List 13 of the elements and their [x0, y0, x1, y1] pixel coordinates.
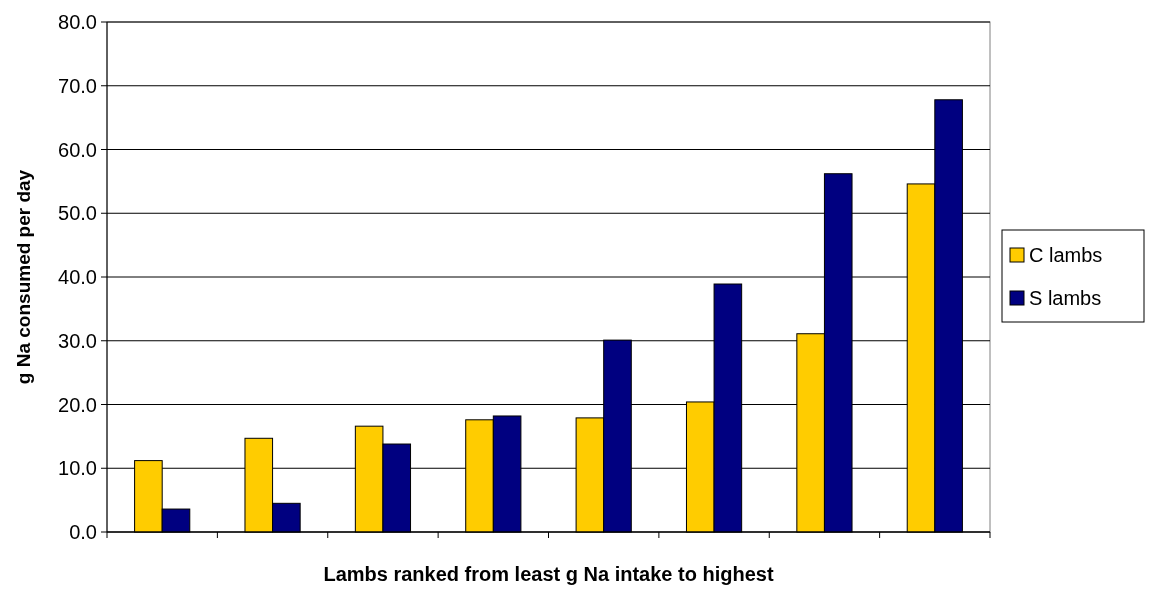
y-tick-label: 40.0 [58, 266, 97, 288]
legend-label: C lambs [1029, 244, 1103, 266]
y-tick-label: 80.0 [58, 11, 97, 33]
y-tick-label: 50.0 [58, 202, 97, 225]
y-axis-title: g Na consumed per day [13, 169, 34, 385]
legend-label: S lambs [1029, 287, 1102, 309]
y-tick-label: 10.0 [58, 457, 97, 480]
y-tick-label: 70.0 [58, 74, 97, 97]
x-axis-title: Lambs ranked from least g Na intake to highest [323, 563, 774, 585]
y-tick-label: 30.0 [58, 329, 97, 352]
y-tick-label: 20.0 [58, 393, 97, 416]
y-tick-label: 60.0 [58, 138, 97, 161]
y-tick-label: 0.0 [69, 521, 97, 543]
